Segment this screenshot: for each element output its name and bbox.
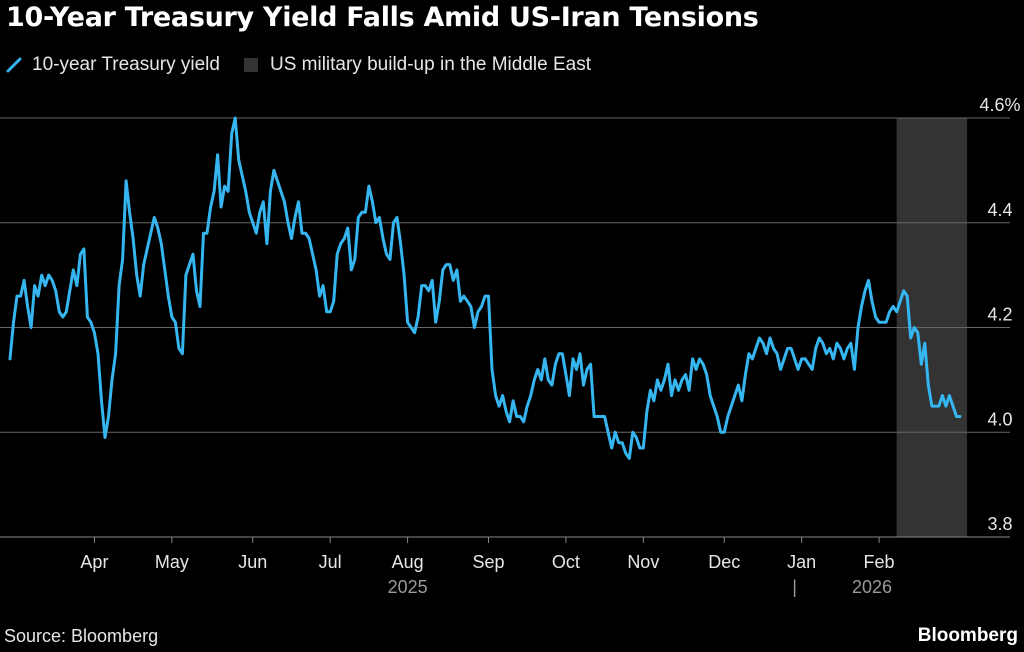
x-tick-label-jan: Jan: [787, 552, 816, 572]
x-tick-label-dec: Dec: [708, 552, 740, 572]
y-tick-label-4: 4.0: [987, 409, 1012, 429]
y-tick-label-4-2: 4.2: [987, 305, 1012, 325]
x-tick-label-aug: Aug: [392, 552, 424, 572]
legend-item-yield: 10-year Treasury yield: [6, 54, 220, 76]
x-tick-label-feb: Feb: [864, 552, 895, 572]
legend: 10-year Treasury yield US military build…: [6, 52, 615, 78]
legend-box-icon: [243, 58, 258, 72]
legend-label-buildup: US military build-up in the Middle East: [269, 54, 591, 75]
year-label-1: |: [792, 577, 797, 597]
x-tick-label-jun: Jun: [238, 552, 267, 572]
year-label-0: 2025: [388, 577, 428, 597]
legend-label-yield: 10-year Treasury yield: [32, 54, 220, 75]
legend-item-buildup: US military build-up in the Middle East: [243, 54, 591, 76]
brand-logo: Bloomberg: [917, 625, 1018, 646]
x-tick-label-sep: Sep: [473, 552, 505, 572]
chart-title: 10-Year Treasury Yield Falls Amid US-Ira…: [6, 2, 759, 33]
x-tick-label-apr: Apr: [80, 552, 108, 572]
x-tick-label-may: May: [155, 552, 189, 572]
y-tick-label-3-8: 3.8: [987, 514, 1012, 534]
source-note: Source: Bloomberg: [4, 626, 159, 646]
y-tick-label-4-4: 4.4: [987, 200, 1012, 220]
x-tick-label-jul: Jul: [319, 552, 342, 572]
legend-line-icon: [6, 57, 22, 73]
series-line-10-year-yield: [8, 116, 962, 460]
year-label-2: 2026: [852, 577, 892, 597]
x-tick-label-oct: Oct: [552, 552, 580, 572]
x-tick-label-nov: Nov: [627, 552, 659, 572]
y-tick-label-4-6: 4.6%: [979, 95, 1020, 115]
